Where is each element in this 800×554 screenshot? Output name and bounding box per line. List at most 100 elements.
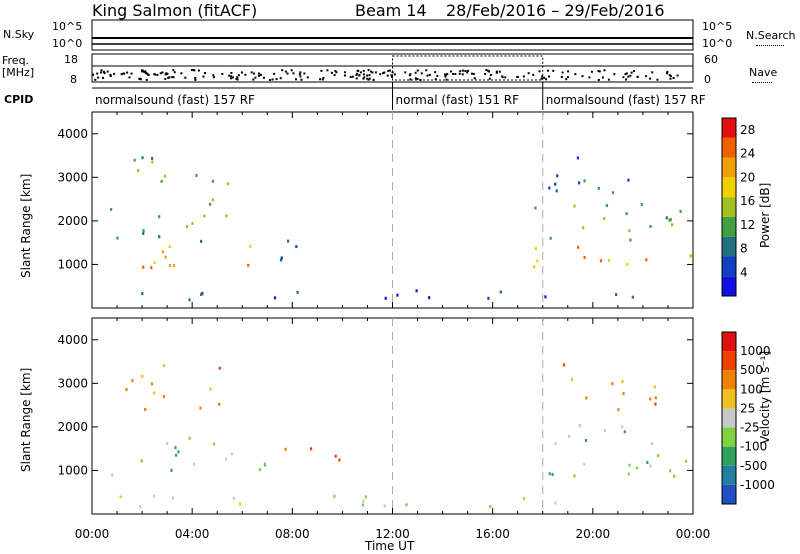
data-cell [174,446,177,450]
data-cell [654,396,657,400]
data-cell [212,442,216,446]
data-cell [170,468,173,472]
data-cell [533,265,536,269]
nave-point [543,76,546,79]
nave-point [126,71,129,74]
nave-point [547,69,550,72]
nave-point [459,70,462,73]
nave-point [334,70,337,73]
nave-legend-line [752,82,772,83]
colorbar-segment [722,446,736,466]
nave-point [420,72,423,75]
colorbar-segment [722,276,736,296]
nave-point [630,71,633,74]
nave-point [156,73,159,76]
data-cell [577,245,580,249]
nave-point [470,72,473,75]
nave-point [452,72,455,75]
data-cell [238,502,242,506]
nave-point [100,69,103,72]
x-tick-label: 00:00 [676,527,711,541]
nave-point [668,74,671,77]
x-axis-label: Time UT [365,539,415,553]
data-cell [158,235,161,239]
nave-point [154,73,157,76]
nave-point [561,71,564,74]
nave-point [390,74,393,77]
nave-point [362,69,365,72]
data-cell [191,221,194,225]
nave-point [488,77,491,80]
nave-point [548,75,551,78]
nave-point [522,75,525,78]
data-cell [142,231,145,235]
nave-point [516,75,519,78]
data-cell [338,458,341,462]
nave-point [636,75,639,78]
nave-point [164,77,167,80]
nave-point [404,71,407,74]
data-cell [153,494,156,498]
colorbar-tick-label: -100 [740,440,767,454]
x-tick-label: 12:00 [375,527,410,541]
nave-point [449,70,452,73]
nave-point [374,71,377,74]
data-cell [649,464,652,468]
nave-point [532,73,535,76]
data-cell [230,452,234,456]
nsearch-legend-line [756,45,784,46]
nave-point [461,73,464,76]
nave-point [625,72,628,75]
nave-point [147,73,150,76]
nave-point [473,77,476,80]
data-cell [161,250,164,254]
data-cell [137,168,140,172]
nave-point [495,70,498,73]
nave-point [164,73,167,76]
data-cell [583,462,586,466]
data-cell [405,503,408,507]
data-cell [141,292,144,296]
nave-point [322,76,325,79]
nave-point [194,78,197,81]
nave-point [300,78,303,81]
nave-point [391,76,394,79]
data-cell [201,291,204,295]
data-cell [536,259,539,263]
data-cell [499,290,502,294]
colorbar-segment [722,332,736,352]
data-cell [636,466,639,470]
nave-point [230,77,233,80]
data-cell [199,406,202,410]
data-cell [576,156,580,160]
data-cell [263,462,267,466]
nave-point [669,77,672,80]
data-cell [362,499,365,503]
nsky-tick-low: 10^0 [52,37,83,50]
nave-point [597,69,600,72]
nave-point [367,69,370,72]
data-cell [573,474,576,478]
data-cell [247,263,250,267]
data-cell [556,174,559,178]
y-tick-label: 3000 [57,170,88,184]
colorbar-tick-label: 500 [740,363,763,377]
data-cell [295,245,298,249]
nave-point [235,77,238,80]
nsearch-tick-low: 10^0 [702,37,733,50]
nave-point [97,76,100,79]
colorbar-segment [722,408,736,428]
nave-point [102,76,105,79]
data-cell [141,374,144,378]
nave-point [598,70,601,73]
cpid-segment-label: normalsound (fast) 157 RF [546,93,706,107]
nave-point [351,75,354,78]
data-cell [629,238,632,242]
nave-point [590,70,593,73]
data-cell [142,229,145,233]
nave-tick-high: 60 [704,53,718,66]
data-cell [415,289,418,293]
data-cell [603,217,606,221]
data-cell [611,191,615,195]
